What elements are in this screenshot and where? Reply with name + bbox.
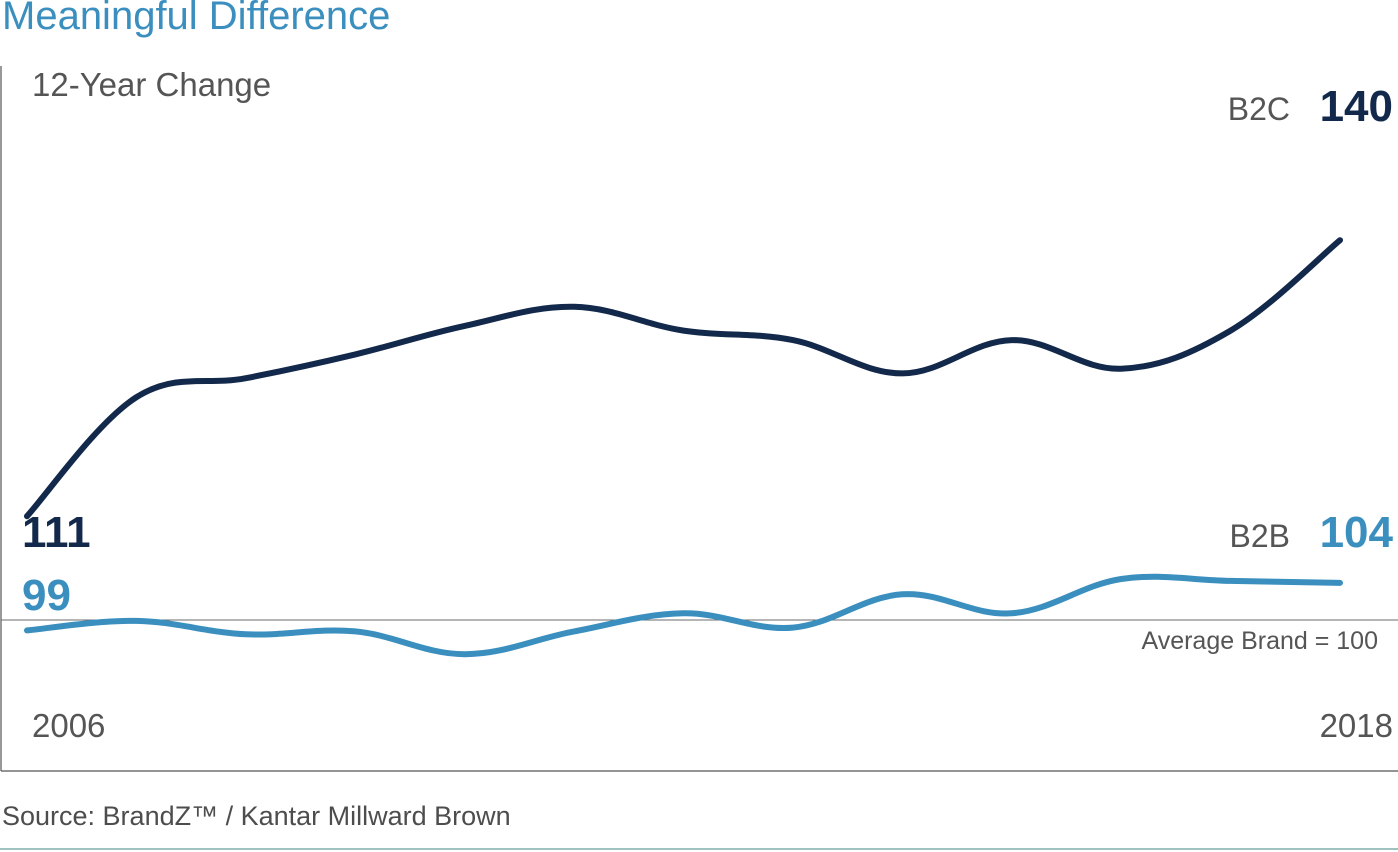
b2b-end-value: 104 bbox=[1320, 508, 1394, 557]
chart-title: Meaningful Difference bbox=[2, 0, 391, 38]
b2b-start-value: 99 bbox=[22, 571, 71, 620]
source-note: Source: BrandZ™ / Kantar Millward Brown bbox=[2, 801, 511, 831]
x-tick-label-end: 2018 bbox=[1320, 707, 1393, 744]
chart-subtitle: 12-Year Change bbox=[32, 66, 271, 103]
bottom-divider bbox=[0, 848, 1398, 850]
b2c-series-name: B2C bbox=[1228, 91, 1290, 127]
baseline-label: Average Brand = 100 bbox=[1141, 627, 1378, 655]
b2b-series-line bbox=[24, 573, 1343, 658]
x-tick-label-start: 2006 bbox=[32, 707, 105, 744]
b2c-end-value: 140 bbox=[1320, 82, 1393, 131]
b2c-series-line bbox=[24, 237, 1343, 520]
b2b-series-name: B2B bbox=[1230, 518, 1290, 554]
b2c-start-value: 111 bbox=[22, 508, 91, 557]
